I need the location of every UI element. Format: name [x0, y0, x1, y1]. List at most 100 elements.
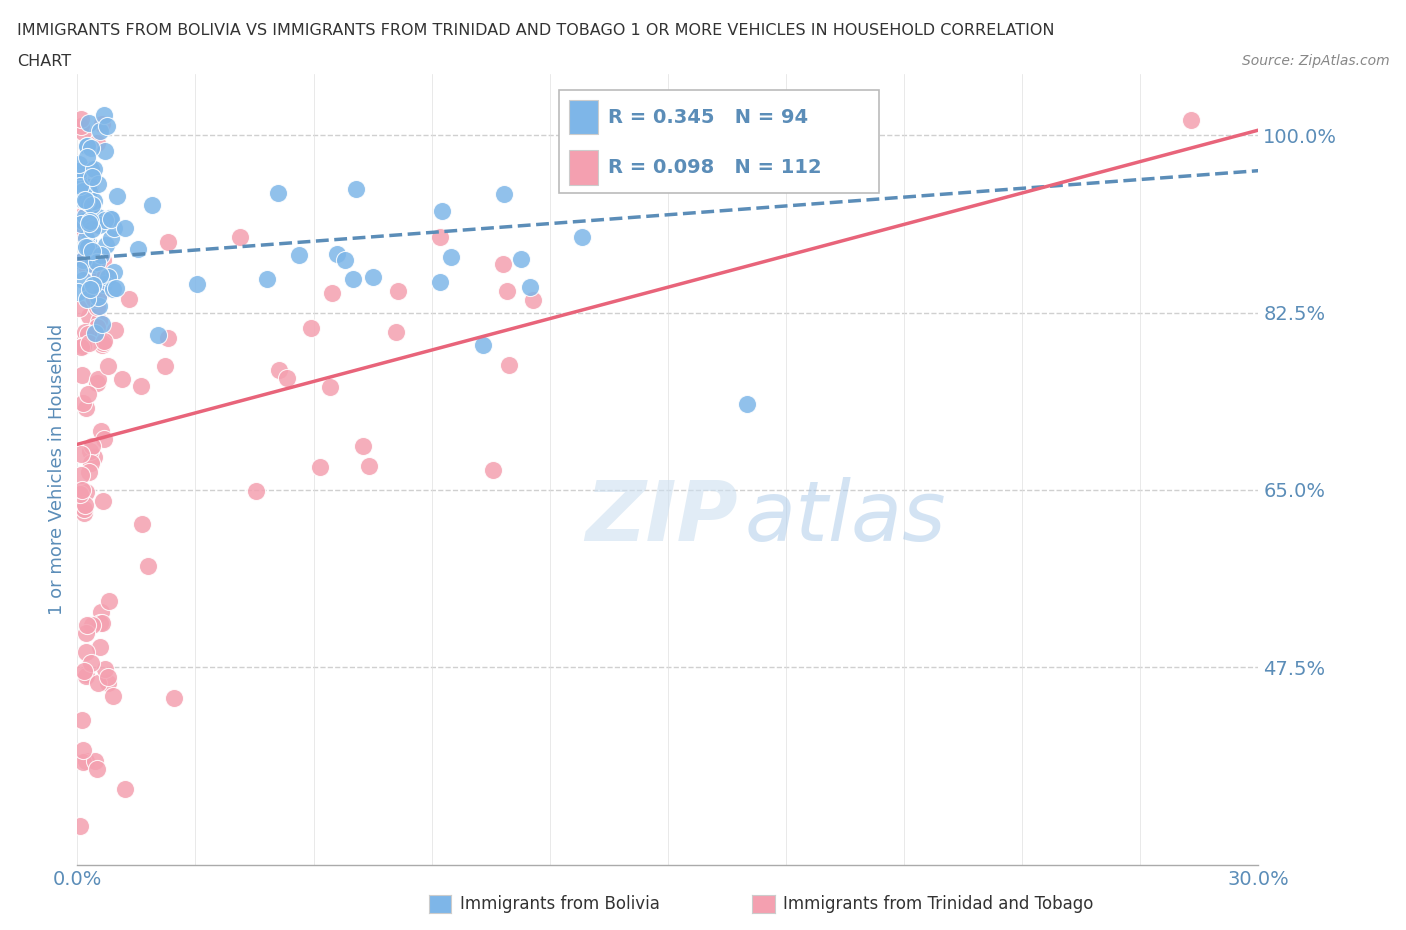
Point — [75, 230, 97, 245]
Point — [97, 594, 120, 609]
Point — [321, 286, 343, 300]
Point — [1180, 113, 1202, 127]
Point — [148, 327, 170, 342]
Point — [103, 220, 125, 235]
FancyBboxPatch shape — [568, 151, 599, 184]
Point — [90, 424, 112, 439]
Point — [72, 754, 94, 769]
Point — [72, 213, 94, 228]
Point — [80, 162, 103, 177]
Point — [571, 230, 593, 245]
Point — [105, 189, 128, 204]
Point — [153, 358, 176, 373]
Point — [83, 162, 105, 177]
Point — [157, 331, 180, 346]
Point — [80, 169, 103, 184]
Point — [76, 618, 98, 632]
Point — [129, 379, 152, 393]
Point — [333, 252, 356, 267]
Point — [72, 339, 94, 353]
Point — [90, 116, 112, 131]
Point — [90, 316, 112, 331]
Point — [96, 118, 118, 133]
Point — [67, 164, 90, 179]
Point — [80, 257, 103, 272]
Point — [89, 640, 111, 655]
Point — [77, 115, 100, 130]
Text: IMMIGRANTS FROM BOLIVIA VS IMMIGRANTS FROM TRINIDAD AND TOBAGO 1 OR MORE VEHICLE: IMMIGRANTS FROM BOLIVIA VS IMMIGRANTS FR… — [17, 23, 1054, 38]
Point — [127, 242, 149, 257]
Point — [83, 753, 105, 768]
Point — [93, 108, 115, 123]
Point — [87, 371, 110, 386]
Point — [75, 240, 97, 255]
Point — [89, 299, 111, 313]
Point — [100, 212, 122, 227]
Point — [118, 292, 141, 307]
Point — [495, 283, 517, 298]
Point — [104, 323, 127, 338]
Point — [510, 251, 533, 266]
Point — [80, 456, 103, 471]
Point — [73, 208, 96, 223]
Point — [70, 219, 93, 234]
Point — [77, 216, 100, 231]
Point — [110, 371, 132, 386]
Point — [67, 163, 90, 178]
Text: CHART: CHART — [17, 54, 70, 69]
Point — [86, 136, 108, 151]
Point — [156, 234, 179, 249]
Point — [73, 506, 96, 521]
Point — [69, 486, 91, 501]
Point — [94, 662, 117, 677]
Point — [163, 690, 186, 705]
Point — [75, 753, 97, 768]
Point — [75, 485, 97, 500]
Point — [97, 359, 120, 374]
Point — [76, 326, 98, 341]
Point — [522, 293, 544, 308]
Point — [67, 285, 90, 299]
Point — [308, 459, 330, 474]
Text: atlas: atlas — [745, 476, 946, 558]
Point — [90, 247, 112, 262]
Point — [256, 272, 278, 286]
Point — [186, 276, 208, 291]
Point — [84, 326, 107, 340]
Point — [80, 222, 103, 237]
Point — [79, 309, 101, 324]
Point — [94, 144, 117, 159]
Point — [75, 193, 97, 208]
Point — [67, 179, 90, 193]
Point — [73, 325, 96, 339]
Point — [70, 335, 93, 350]
Point — [75, 193, 97, 207]
Point — [83, 246, 105, 260]
Point — [86, 262, 108, 277]
Point — [131, 517, 153, 532]
Point — [89, 285, 111, 299]
Point — [735, 396, 758, 411]
Point — [77, 183, 100, 198]
Point — [67, 170, 90, 185]
Point — [87, 313, 110, 328]
Point — [492, 256, 515, 271]
Point — [93, 336, 115, 351]
Point — [70, 712, 93, 727]
Point — [72, 396, 94, 411]
Point — [77, 234, 100, 249]
Point — [100, 231, 122, 246]
Point — [72, 184, 94, 199]
Point — [76, 239, 98, 254]
Point — [89, 124, 111, 139]
Point — [67, 301, 90, 316]
Point — [82, 197, 104, 212]
Point — [82, 277, 104, 292]
Point — [86, 375, 108, 390]
Y-axis label: 1 or more Vehicles in Household: 1 or more Vehicles in Household — [48, 324, 66, 616]
Point — [86, 761, 108, 776]
Point — [75, 400, 97, 415]
Point — [86, 320, 108, 335]
Point — [73, 664, 96, 679]
Point — [299, 321, 322, 336]
